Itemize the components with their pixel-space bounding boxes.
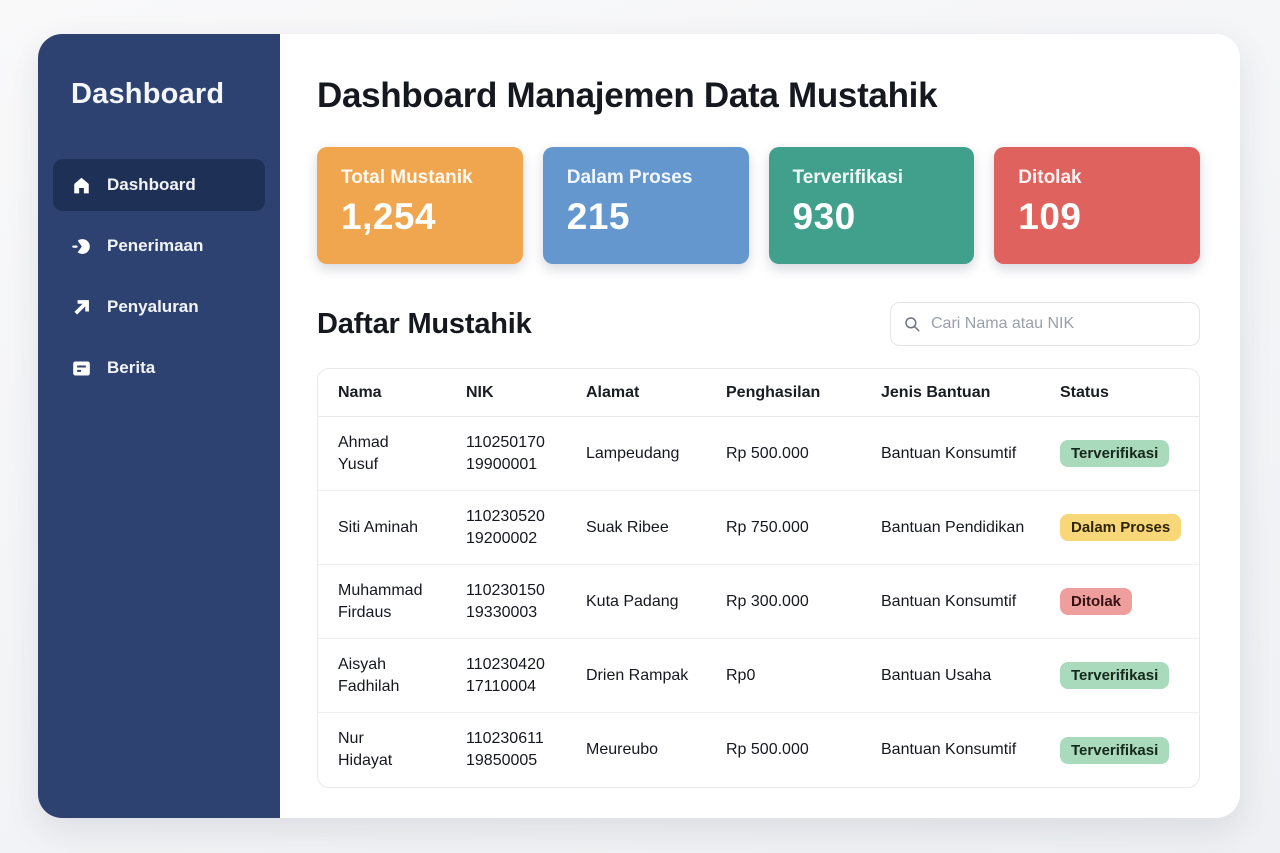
column-header: Alamat — [586, 383, 640, 401]
cell-nik: 110230520 19200002 — [466, 507, 545, 547]
table-row: Muhammad Firdaus 110230150 19330003 Kuta… — [318, 565, 1199, 639]
cell-status: Terverifikasi — [1060, 662, 1199, 689]
cell-alamat: Meureubo — [586, 741, 659, 759]
distribution-arrow-icon — [71, 297, 92, 318]
stat-card-value: 930 — [792, 196, 856, 237]
mustahik-table: Nama NIK Alamat Penghasilan Jenis Bantuan Sta… — [317, 368, 1200, 788]
cell-nik: 110230611 19850005 — [466, 730, 544, 769]
cell-alamat: Kuta Padang — [586, 592, 679, 610]
search-box — [890, 302, 1200, 346]
column-header: Jenis Bantuan — [881, 383, 991, 401]
cell-nik: 110230150 19330003 — [466, 581, 545, 621]
stat-card-label: Ditolak — [1018, 167, 1082, 188]
cell-penghasilan: Rp 500.000 — [726, 741, 809, 759]
sidebar-item-label: Berita — [107, 358, 156, 377]
status-badge: Dalam Proses — [1060, 514, 1182, 541]
cell-jenis-bantuan: Bantuan Pendidikan — [881, 518, 1025, 536]
table-row: Ahmad Yusuf 110250170 19900001 Lampeudan… — [318, 417, 1199, 491]
stat-card: Total Mustanik 1,254 — [317, 147, 523, 264]
sidebar-item-penerimaan[interactable]: Penerimaan — [53, 220, 265, 272]
sidebar-item-penyaluran[interactable]: Penyaluran — [53, 281, 265, 333]
section-title: Daftar Mustahik — [317, 307, 532, 340]
cell-nama: Muhammad Firdaus — [338, 581, 423, 621]
cell-penghasilan: Rp 500.000 — [726, 444, 809, 462]
table-body: Ahmad Yusuf 110250170 19900001 Lampeudan… — [318, 417, 1199, 787]
table-row: Nur Hidayat 110230611 19850005 Meureubo … — [318, 713, 1199, 787]
sidebar-item-label: Penyaluran — [107, 297, 199, 316]
cell-status: Ditolak — [1060, 588, 1199, 615]
home-icon — [71, 175, 92, 196]
cell-nama: Siti Aminah — [338, 518, 419, 536]
column-header: NIK — [466, 383, 494, 401]
status-badge: Terverifikasi — [1060, 440, 1170, 467]
cell-nama: Nur Hidayat — [338, 730, 393, 769]
cell-status: Dalam Proses — [1060, 514, 1199, 541]
cell-status: Terverifikasi — [1060, 736, 1199, 764]
stat-card-value: 109 — [1018, 196, 1082, 237]
table-row: Aisyah Fadhilah 110230420 17110004 Drien… — [318, 639, 1199, 713]
stat-card: Terverifikasi 930 — [768, 147, 975, 264]
cell-penghasilan: Rp 750.000 — [726, 518, 809, 536]
column-header: Status — [1060, 383, 1109, 401]
sidebar: Dashboard Dashboard Penerimaan — [38, 34, 280, 818]
sidebar-nav: Dashboard Penerimaan Penyaluran — [53, 159, 265, 394]
stat-cards: Total Mustanik 1,254 Dalam Proses 215 Te… — [317, 147, 1200, 264]
sidebar-item-berita[interactable]: Berita — [53, 342, 265, 394]
status-badge: Terverifikasi — [1060, 736, 1170, 764]
stat-card: Dalam Proses 215 — [542, 147, 749, 264]
cell-jenis-bantuan: Bantuan Konsumtif — [881, 444, 1017, 462]
cell-penghasilan: Rp 300.000 — [726, 592, 809, 610]
stat-card-value: 1,254 — [341, 196, 437, 237]
stat-card-label: Terverifikasi — [792, 167, 904, 188]
search-input[interactable] — [890, 302, 1200, 346]
cell-nama: Ahmad Yusuf — [338, 433, 389, 473]
cell-alamat: Drien Rampak — [586, 666, 689, 684]
search-icon — [905, 317, 920, 332]
main-content: Dashboard Manajemen Data Mustahik Total … — [280, 34, 1240, 818]
app-window: Dashboard Dashboard Penerimaan — [38, 34, 1240, 818]
sidebar-title: Dashboard — [71, 78, 225, 110]
status-badge: Terverifikasi — [1060, 662, 1170, 689]
cell-jenis-bantuan: Bantuan Usaha — [881, 666, 992, 684]
column-header: Nama — [338, 383, 382, 401]
stat-card: Ditolak 109 — [994, 147, 1200, 264]
column-header: Penghasilan — [726, 383, 821, 401]
list-section-header: Daftar Mustahik — [317, 302, 1200, 346]
cell-jenis-bantuan: Bantuan Konsumtif — [881, 741, 1017, 759]
page-title: Dashboard Manajemen Data Mustahik — [317, 76, 938, 115]
cell-status: Terverifikasi — [1060, 440, 1199, 467]
cell-nama: Aisyah Fadhilah — [338, 655, 400, 695]
stat-card-value: 215 — [566, 196, 630, 237]
cell-nik: 110230420 17110004 — [466, 655, 545, 695]
cell-jenis-bantuan: Bantuan Konsumtif — [881, 592, 1017, 610]
table-row: Siti Aminah 110230520 19200002 Suak Ribe… — [318, 491, 1199, 565]
cell-nik: 110250170 19900001 — [466, 433, 545, 473]
status-badge: Ditolak — [1060, 588, 1133, 615]
sidebar-item-label: Penerimaan — [107, 236, 204, 255]
stat-card-label: Total Mustanik — [341, 167, 473, 188]
intake-icon — [71, 236, 92, 257]
cell-penghasilan: Rp0 — [726, 666, 756, 684]
news-icon — [71, 358, 92, 379]
table-header-row: Nama NIK Alamat Penghasilan Jenis Bantuan Sta… — [318, 369, 1199, 417]
sidebar-item-label: Dashboard — [107, 175, 196, 194]
sidebar-item-dashboard[interactable]: Dashboard — [53, 159, 265, 211]
stat-card-label: Dalam Proses — [566, 167, 693, 188]
cell-alamat: Suak Ribee — [586, 518, 669, 536]
cell-alamat: Lampeudang — [586, 444, 680, 462]
